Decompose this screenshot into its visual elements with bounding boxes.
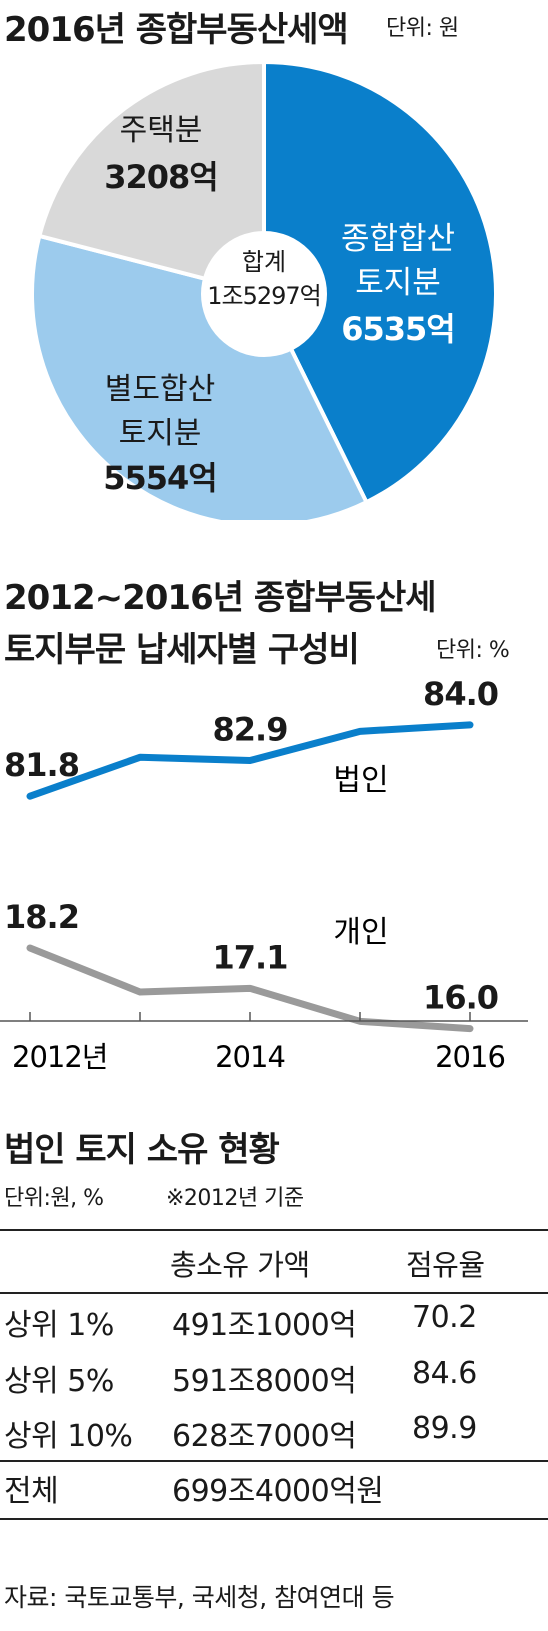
line-title-2: 토지부문 납세자별 구성비 (4, 630, 360, 670)
data-label-1-4: 16.0 (423, 979, 498, 1017)
slice-0-label2: 토지분 (355, 265, 441, 301)
row-share: 70.2 (412, 1300, 477, 1335)
total-value: 699조4000억원 (172, 1474, 384, 1509)
col-header-share: 점유율 (406, 1248, 485, 1282)
x-tick-label-2012: 2012년 (12, 1040, 107, 1074)
row-share: 89.9 (412, 1411, 477, 1446)
pie-slices (30, 59, 498, 520)
series-line-0 (26, 721, 474, 800)
slice-1-value: 5554억 (103, 459, 217, 497)
slice-0-value: 6535억 (341, 310, 455, 348)
data-label-1-2: 17.1 (213, 938, 288, 976)
pie-title-text: 2016년 종합부동산세액 (4, 10, 349, 50)
total-label: 전체 (4, 1474, 59, 1509)
row-label: 상위 10% (4, 1419, 133, 1454)
series-line-1 (26, 944, 474, 1033)
series-name-corporate: 법인 (333, 763, 388, 798)
line-chart: 81.8 82.9 84.0 18.2 17.1 16.0 2012년 2014 2016… (0, 675, 528, 1074)
table-note: ※2012년 기준 (166, 1186, 304, 1211)
table-total-rule (0, 1460, 548, 1462)
x-tick-label-2014: 2014 (215, 1040, 285, 1074)
row-value: 491조1000억 (172, 1308, 357, 1343)
table-unit: 단위:원, % (4, 1186, 104, 1211)
slice-1-label2: 토지분 (119, 416, 202, 451)
pie-center-value: 1조5297억 (207, 282, 321, 310)
table-top-rule (0, 1229, 548, 1231)
x-tick-label-2016: 2016 (435, 1040, 505, 1074)
row-label: 상위 5% (4, 1364, 114, 1399)
line-unit: 단위: % (436, 638, 510, 663)
line-title-1: 2012~2016년 종합부동산세 (4, 578, 437, 618)
pie-center-label: 합계 (242, 248, 286, 276)
data-label-0-4: 84.0 (423, 675, 498, 713)
table-title: 법인 토지 소유 현황 (4, 1130, 280, 1170)
slice-1-label1: 별도합산 (105, 372, 215, 407)
row-value: 591조8000억 (172, 1364, 357, 1399)
x-ticks (29, 1012, 471, 1021)
pie-slice-2 (36, 59, 266, 297)
row-label: 상위 1% (4, 1308, 114, 1343)
pie-center-hole (201, 231, 327, 357)
slice-0-label1: 종합합산 (341, 221, 455, 257)
series-name-individual: 개인 (333, 915, 388, 950)
data-label-0-0: 81.8 (4, 746, 79, 784)
pie-unit: 단위: 원 (386, 16, 459, 41)
source-note: 자료: 국토교통부, 국세청, 참여연대 등 (4, 1583, 395, 1612)
data-label-0-2: 82.9 (213, 711, 288, 749)
data-label-1-0: 18.2 (4, 898, 79, 936)
row-value: 628조7000억 (172, 1419, 357, 1454)
pie-slice-1 (30, 233, 370, 520)
pie-title: 2016년 종합부동산세액 (4, 2, 349, 51)
row-share: 84.6 (412, 1356, 477, 1391)
slice-2-value: 3208억 (104, 158, 218, 196)
table-header-rule (0, 1292, 548, 1294)
slice-2-label1: 주택분 (120, 113, 203, 148)
pie-slice-0 (262, 59, 498, 505)
col-header-value: 총소유 가액 (170, 1248, 310, 1282)
line-series: 81.8 82.9 84.0 18.2 17.1 16.0 (4, 675, 499, 1033)
table-bottom-rule (0, 1518, 548, 1520)
pie-chart: 합계 1조5297억 종합합산 토지분 6535억 별도합산 토지분 5554억… (30, 59, 498, 520)
